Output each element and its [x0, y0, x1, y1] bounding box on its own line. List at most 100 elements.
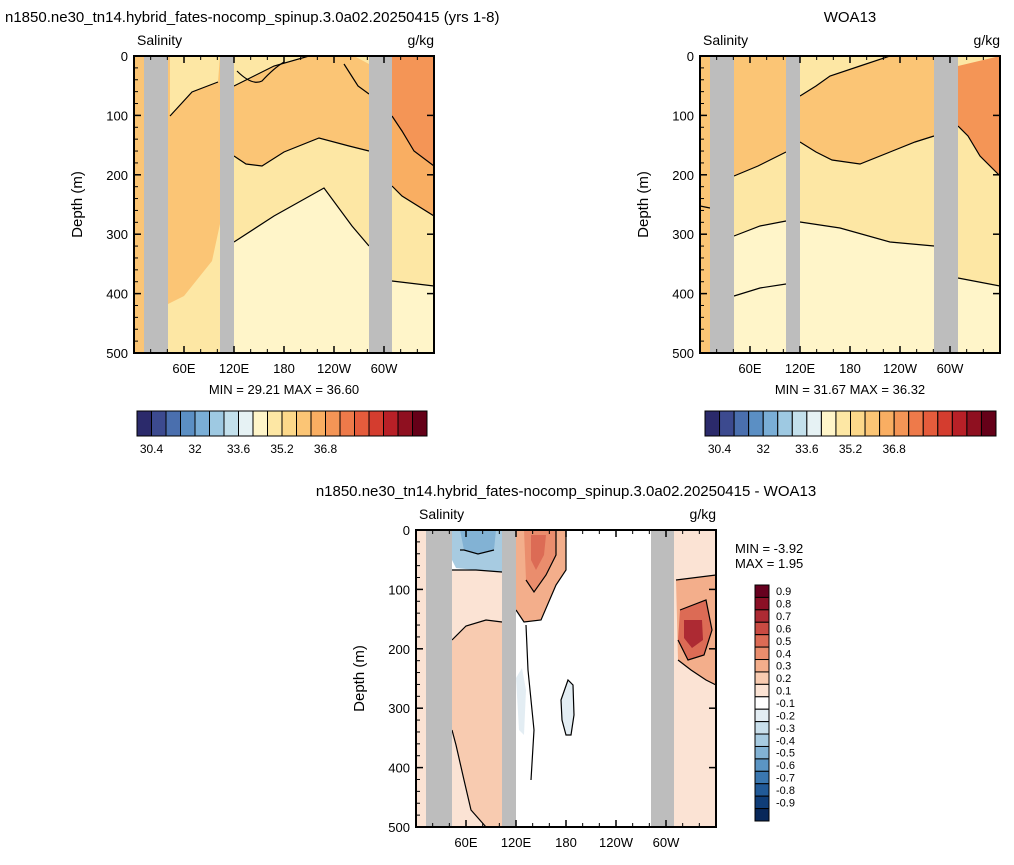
colorbar-label: -0.5	[776, 748, 795, 760]
land-mask	[426, 530, 452, 827]
colorbar-swatch	[754, 758, 770, 772]
colorbar-swatch	[754, 671, 770, 685]
contour-line	[957, 277, 1000, 287]
colorbar-swatch	[704, 410, 721, 437]
colorbar-swatch	[223, 410, 239, 437]
colorbar-swatch	[151, 410, 167, 437]
colorbar-label: 0.7	[776, 611, 791, 623]
contour-fill	[392, 116, 434, 216]
colorbar-swatch	[754, 634, 770, 648]
colorbar-swatch	[754, 721, 770, 735]
min-max-label: MIN = 29.21 MAX = 36.60	[209, 382, 359, 397]
colorbar-swatch	[754, 609, 770, 623]
colorbar-swatch	[754, 659, 770, 673]
contour-line	[799, 56, 891, 97]
colorbar-swatch	[777, 410, 793, 437]
y-axis-label: Depth (m)	[69, 171, 86, 238]
variable-label: Salinity	[703, 32, 748, 48]
contour-fill	[684, 620, 703, 648]
contour-line	[733, 283, 787, 297]
colorbar-swatch	[754, 621, 770, 636]
panel-1: n1850.ne30_tn14.hybrid_fates-nocomp_spin…	[5, 9, 500, 456]
colorbar-swatch	[354, 410, 370, 437]
units-label: g/kg	[974, 32, 1000, 48]
colorbar-swatch	[754, 596, 770, 611]
x-tick-label: 180	[273, 361, 295, 376]
y-tick-label: 300	[672, 227, 694, 242]
contour-line	[677, 599, 713, 661]
colorbar-label: 0.4	[776, 648, 791, 660]
contour-line	[233, 137, 370, 167]
colorbar-label: 0.3	[776, 661, 791, 673]
colorbar-swatch	[719, 410, 735, 437]
panel-title: n1850.ne30_tn14.hybrid_fates-nocomp_spin…	[316, 483, 816, 500]
contour-fill	[460, 530, 496, 554]
colorbar-swatch	[754, 708, 770, 723]
x-tick-label: 120W	[317, 361, 352, 376]
units-label: g/kg	[408, 32, 434, 48]
colorbar-swatch	[412, 410, 428, 437]
contour-fill	[700, 56, 710, 353]
contour-line	[733, 220, 787, 237]
land-mask	[220, 56, 234, 353]
colorbar-swatch	[296, 410, 312, 437]
contour-line	[236, 61, 285, 83]
contour-line	[233, 187, 370, 247]
y-tick-label: 200	[106, 168, 128, 183]
contour-line	[169, 81, 219, 117]
contour-fill	[392, 56, 434, 166]
colorbar-swatch	[951, 410, 968, 437]
salinity-field	[134, 56, 434, 353]
min-label: MIN = -3.92	[735, 541, 803, 556]
contour-fill	[452, 620, 502, 827]
colorbar-swatch	[806, 410, 822, 437]
contour-line	[560, 678, 575, 736]
colorbar-swatch	[754, 733, 770, 747]
colorbar-swatch	[748, 410, 764, 437]
contour-line	[700, 205, 711, 209]
y-tick-label: 0	[403, 523, 410, 538]
contour-fill	[392, 281, 434, 353]
colorbar-label: 32	[757, 442, 771, 456]
land-mask	[369, 56, 392, 353]
salinity-field	[700, 56, 1000, 353]
y-tick-label: 100	[106, 108, 128, 123]
colorbar-swatch	[383, 410, 399, 437]
x-tick-label: 120E	[501, 835, 532, 850]
contour-fill	[416, 530, 426, 827]
x-tick-label: 120E	[785, 361, 816, 376]
colorbar-swatch	[310, 410, 326, 437]
y-tick-label: 400	[672, 287, 694, 302]
units-label: g/kg	[690, 506, 716, 522]
colorbar-swatch	[754, 795, 770, 810]
colorbar-swatch	[922, 410, 939, 437]
colorbar-swatch	[339, 410, 355, 437]
land-mask	[651, 530, 674, 827]
contour-fill	[800, 222, 934, 353]
x-tick-label: 60W	[653, 835, 680, 850]
contour-fill	[958, 56, 1000, 176]
contour-fill	[134, 56, 144, 353]
colorbar-label: 0.1	[776, 686, 791, 698]
colorbar-label: 35.2	[270, 442, 294, 456]
contour-fill	[734, 221, 786, 353]
colorbar-swatch	[180, 410, 196, 437]
colorbar-label: 36.8	[314, 442, 338, 456]
contour-line	[525, 624, 535, 781]
contour-fill	[234, 188, 369, 353]
x-tick-label: 120W	[599, 835, 634, 850]
colorbar-label: 0.6	[776, 623, 791, 635]
colorbar-swatch	[879, 410, 895, 437]
colorbar-swatch	[267, 410, 283, 437]
contour-fill	[168, 56, 220, 304]
land-mask	[502, 530, 516, 827]
min-max-label: MIN = 31.67 MAX = 36.32	[775, 382, 925, 397]
y-tick-label: 100	[388, 582, 410, 597]
colorbar-label: 30.4	[708, 442, 732, 456]
x-tick-label: 180	[555, 835, 577, 850]
colorbar-swatch	[754, 783, 770, 797]
colorbar-label: 36.8	[882, 442, 906, 456]
colorbar-swatch	[754, 745, 770, 760]
contour-line	[799, 135, 935, 165]
colorbar: 30.4 32 33.6 35.2 36.8	[704, 410, 997, 456]
